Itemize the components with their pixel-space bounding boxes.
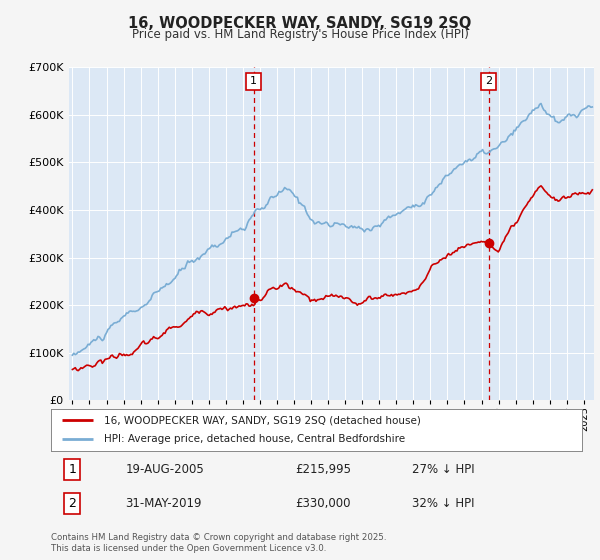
Text: 31-MAY-2019: 31-MAY-2019 (125, 497, 202, 510)
Text: 2: 2 (485, 77, 492, 86)
Text: HPI: Average price, detached house, Central Bedfordshire: HPI: Average price, detached house, Cent… (104, 435, 405, 445)
Text: 16, WOODPECKER WAY, SANDY, SG19 2SQ: 16, WOODPECKER WAY, SANDY, SG19 2SQ (128, 16, 472, 31)
Text: 27% ↓ HPI: 27% ↓ HPI (412, 463, 475, 476)
Text: 32% ↓ HPI: 32% ↓ HPI (412, 497, 475, 510)
Text: Price paid vs. HM Land Registry's House Price Index (HPI): Price paid vs. HM Land Registry's House … (131, 28, 469, 41)
Text: Contains HM Land Registry data © Crown copyright and database right 2025.
This d: Contains HM Land Registry data © Crown c… (51, 533, 386, 553)
Text: 2: 2 (68, 497, 76, 510)
Text: £215,995: £215,995 (295, 463, 351, 476)
Text: 1: 1 (68, 463, 76, 476)
Text: 1: 1 (250, 77, 257, 86)
Text: £330,000: £330,000 (295, 497, 351, 510)
Text: 16, WOODPECKER WAY, SANDY, SG19 2SQ (detached house): 16, WOODPECKER WAY, SANDY, SG19 2SQ (det… (104, 415, 421, 425)
Text: 19-AUG-2005: 19-AUG-2005 (125, 463, 204, 476)
